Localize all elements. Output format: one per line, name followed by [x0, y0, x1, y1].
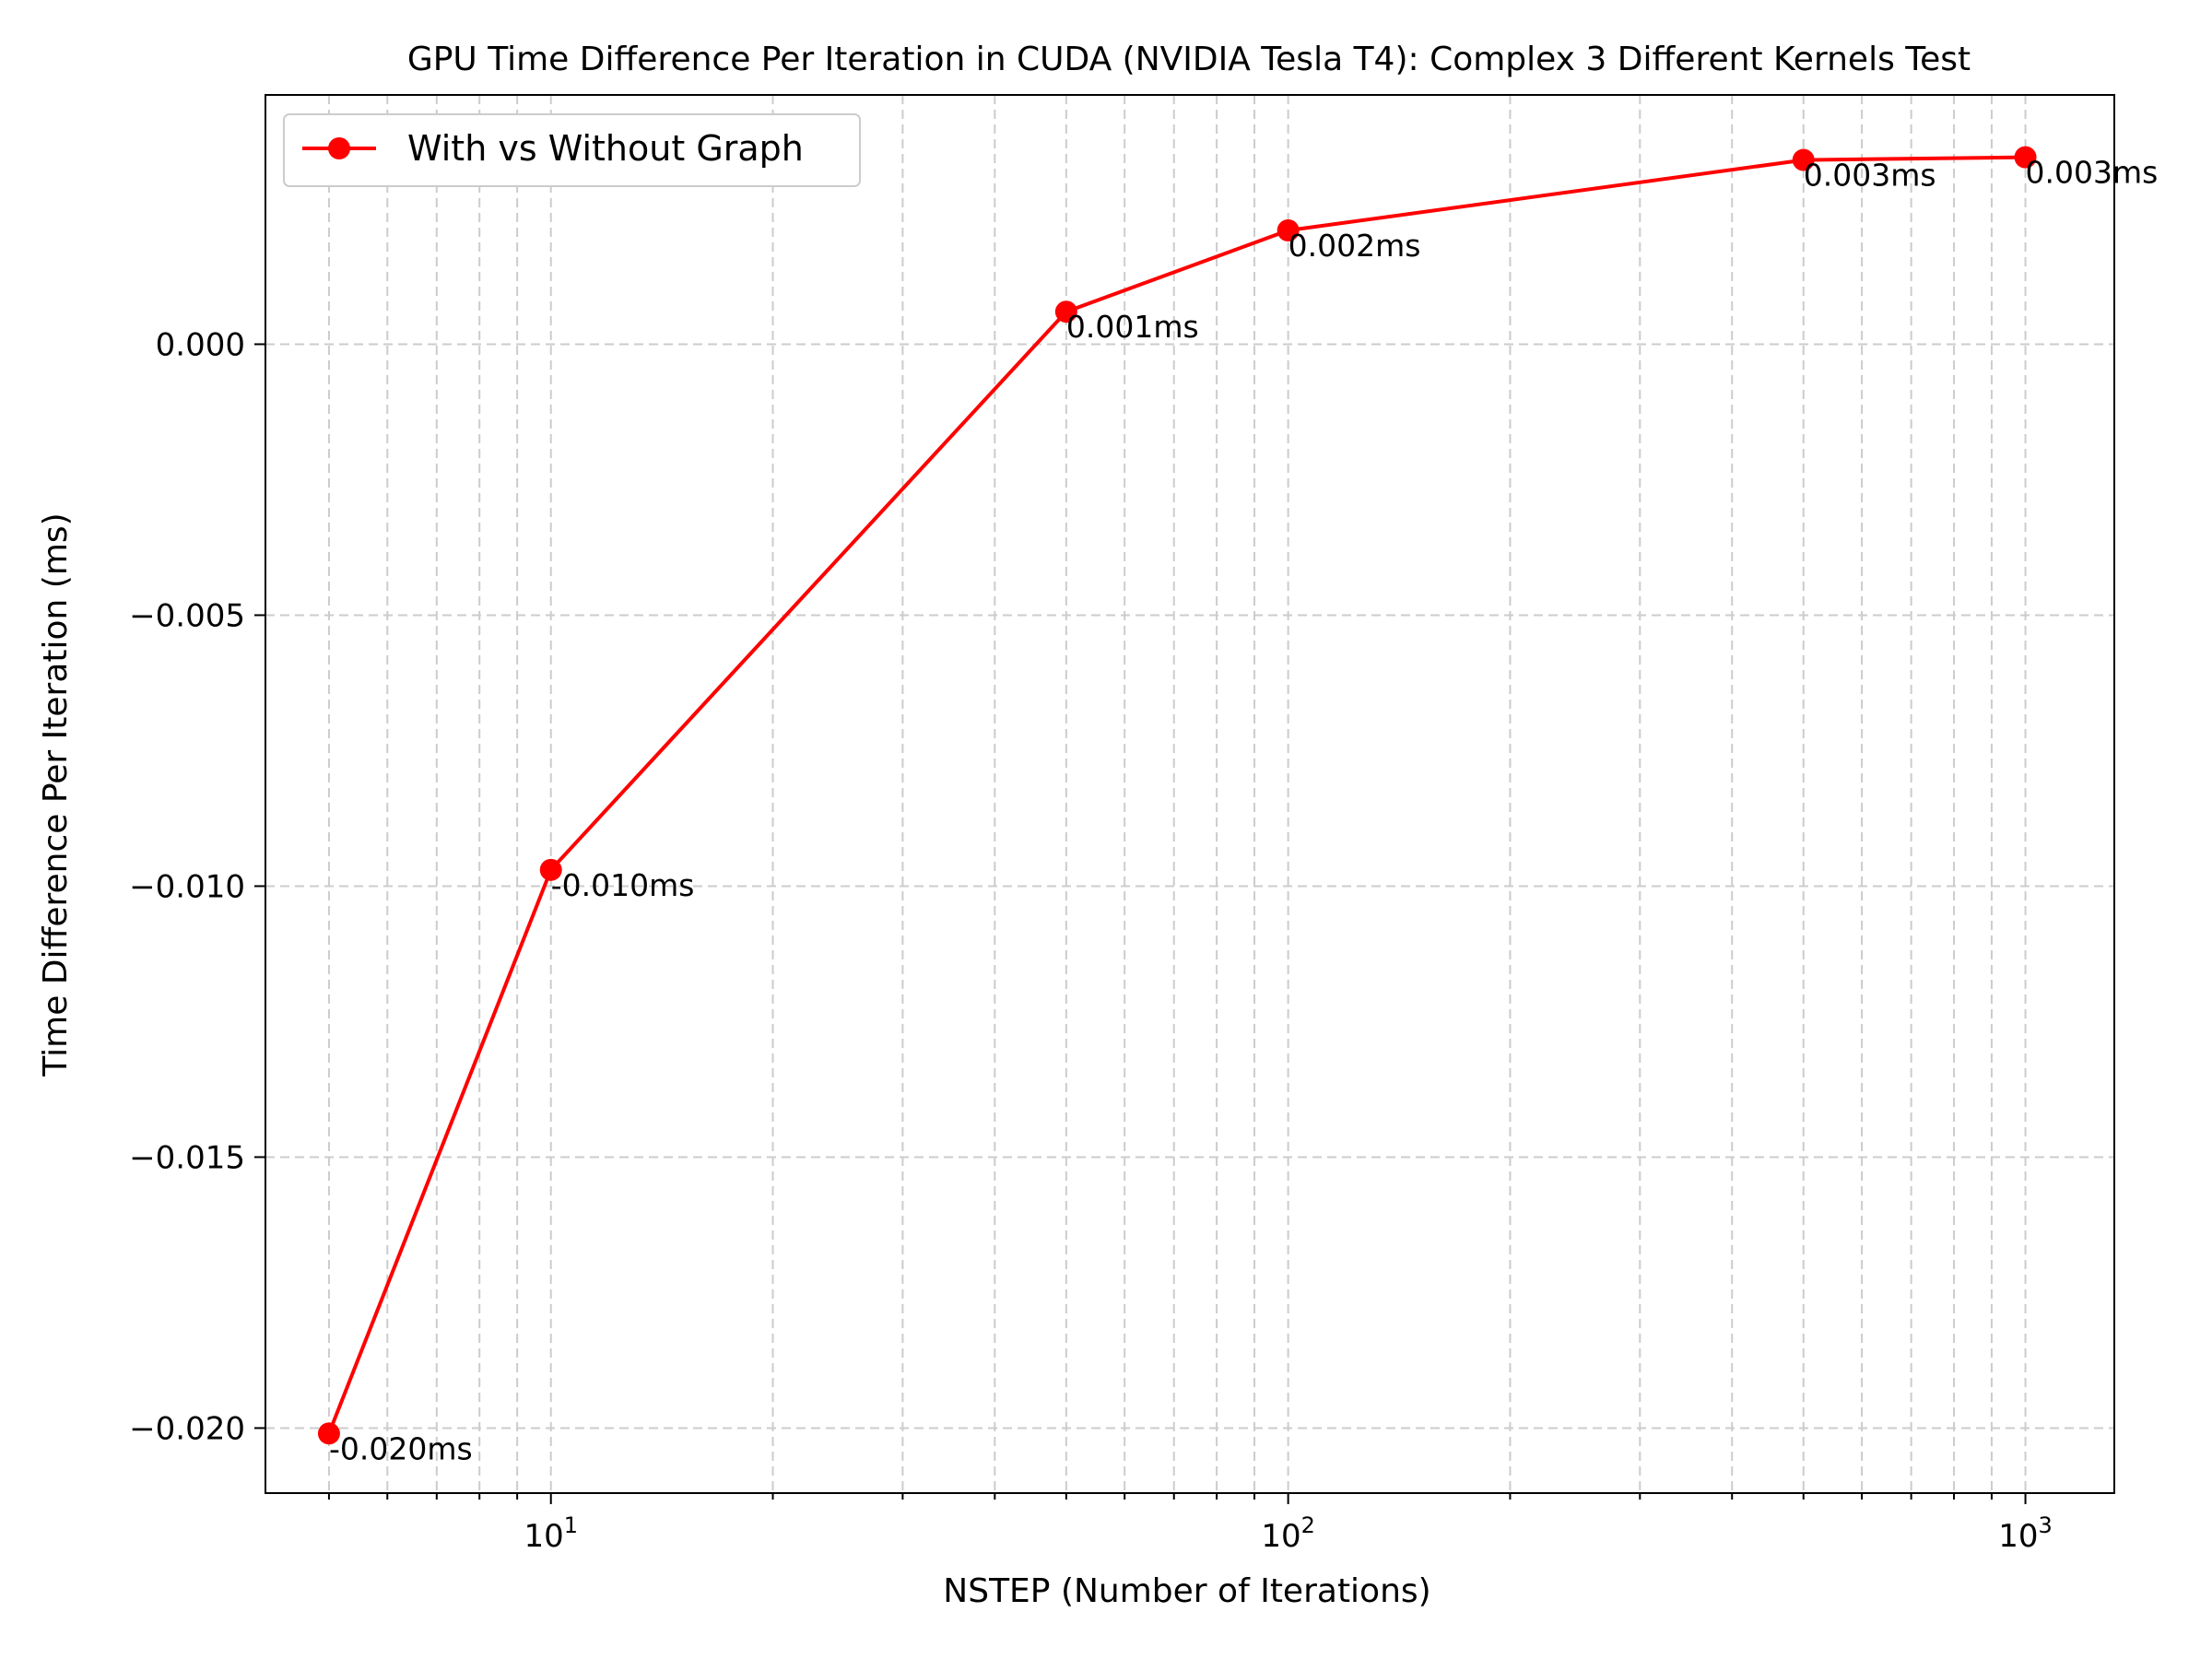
data-label: 0.003ms	[2026, 155, 2159, 191]
data-point	[2014, 146, 2037, 169]
data-point	[539, 858, 562, 881]
data-label: 0.003ms	[1804, 158, 1936, 194]
x-tick-label: 101	[524, 1512, 578, 1555]
y-tick-label: −0.005	[129, 597, 245, 634]
x-tick-label: 103	[1998, 1512, 2053, 1555]
data-point	[1054, 300, 1077, 324]
y-tick-label: 0.000	[156, 326, 245, 363]
data-point	[1792, 148, 1815, 171]
series-line	[327, 155, 2026, 1435]
legend-label: With vs Without Graph	[407, 128, 804, 169]
data-label: -0.020ms	[329, 1430, 473, 1466]
plot-frame	[265, 94, 2115, 1494]
grid	[265, 95, 2114, 1493]
y-tick-label: −0.020	[129, 1410, 245, 1447]
legend-box	[283, 113, 861, 187]
data-point	[1277, 218, 1300, 241]
legend-marker	[328, 137, 350, 159]
chart-title: GPU Time Difference Per Iteration in CUD…	[407, 41, 1971, 78]
x-axis-label: NSTEP (Number of Iterations)	[943, 1572, 1430, 1610]
axis-ticks: 0.000 −0.005 −0.010 −0.015 −0.020 101 102 103	[129, 326, 2053, 1555]
series-layer: -0.020ms -0.010ms 0.001ms 0.002ms 0.003ms 0.0…	[317, 146, 2159, 1466]
x-tick-label: 102	[1261, 1512, 1315, 1555]
legend: With vs Without Graph	[283, 113, 861, 187]
data-label: -0.010ms	[551, 867, 695, 903]
y-tick-label: −0.010	[129, 868, 245, 905]
y-axis-label: Time Difference Per Iteration (ms)	[37, 512, 75, 1077]
data-point	[317, 1422, 340, 1445]
data-label: 0.001ms	[1066, 309, 1199, 345]
y-tick-label: −0.015	[129, 1139, 245, 1176]
data-label: 0.002ms	[1288, 228, 1421, 264]
